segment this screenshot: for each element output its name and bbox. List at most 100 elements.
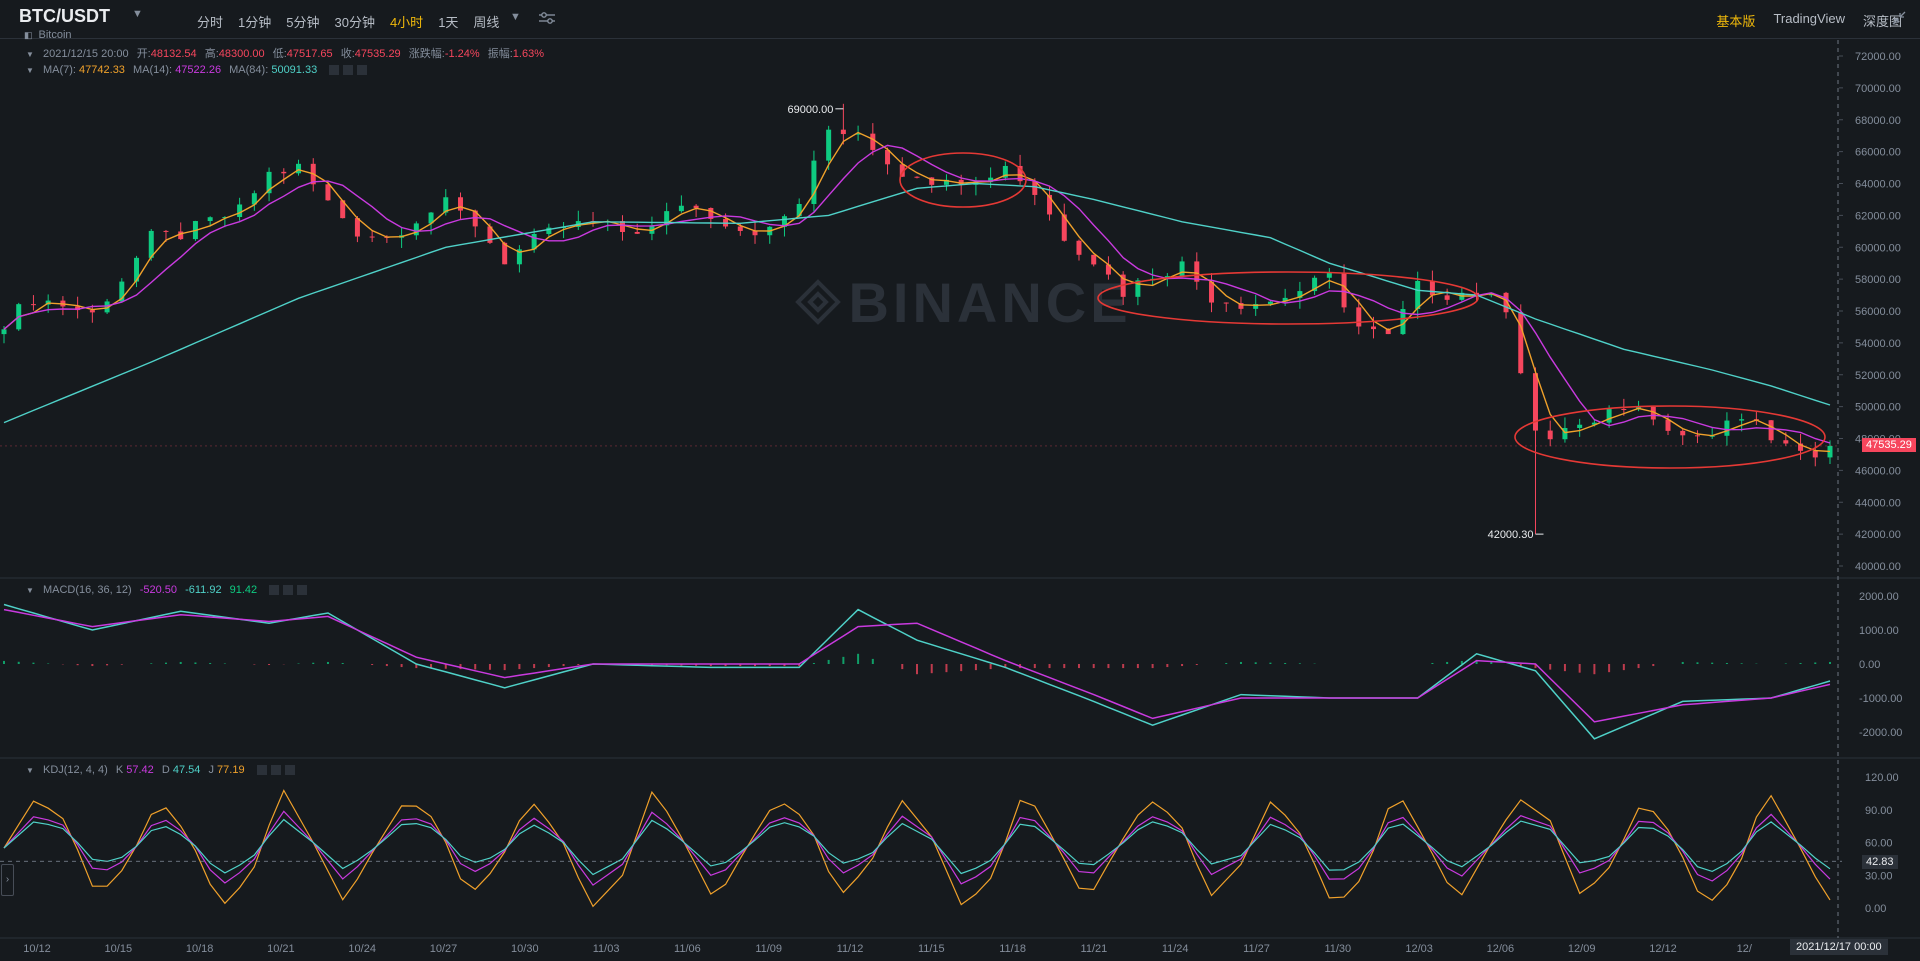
close-icon[interactable] <box>357 65 368 76</box>
kdj-tick-label: 120.00 <box>1865 772 1899 784</box>
macd-tick-label: 1000.00 <box>1859 625 1899 637</box>
candle-body <box>1105 264 1111 275</box>
price-tick-label: 58000.00 <box>1855 274 1901 286</box>
date-tick-label: 10/21 <box>267 943 295 955</box>
date-tick-label: 12/03 <box>1405 943 1433 955</box>
settings-sliders-icon[interactable] <box>538 11 556 30</box>
change-label: 涨跌幅: <box>408 48 445 60</box>
interval-tab-5[interactable]: 1天 <box>438 15 459 30</box>
date-tick-label: 11/30 <box>1324 943 1351 955</box>
collapse-icon[interactable] <box>1892 11 1906 30</box>
macd-dea-line <box>3 608 1831 723</box>
price-tick-label: 62000.00 <box>1855 210 1901 222</box>
interval-tab-4[interactable]: 4小时 <box>389 15 424 30</box>
d-value: 47.54 <box>172 764 201 776</box>
settings-icon[interactable] <box>270 765 281 776</box>
candle-body <box>251 193 257 205</box>
visibility-toggle-icon[interactable] <box>256 765 267 776</box>
collapse-triangle-icon[interactable]: ▼ <box>26 586 34 595</box>
close-icon[interactable] <box>297 585 308 596</box>
date-tick-label: 12/ <box>1737 943 1753 955</box>
ma14-value: 47522.26 <box>175 64 222 76</box>
candle-body <box>1577 424 1583 428</box>
collapse-triangle-icon[interactable]: ▼ <box>26 66 34 75</box>
view-tab-2[interactable]: 深度图 <box>1862 14 1902 29</box>
expand-panel-button[interactable]: › <box>1 864 14 896</box>
kdj-j-line <box>3 789 1831 908</box>
candle-body <box>443 197 449 213</box>
candle-body <box>148 230 154 258</box>
kdj-tick-label: 90.00 <box>1865 805 1893 817</box>
collapse-triangle-icon[interactable]: ▼ <box>26 50 34 59</box>
candle-body <box>561 226 567 228</box>
low-value: 47517.65 <box>286 48 333 60</box>
asset-legend: ◧ Bitcoin <box>24 29 72 41</box>
candle-body <box>1753 419 1759 421</box>
candle-body <box>1547 430 1553 440</box>
candle-body <box>1297 291 1303 298</box>
candle-body <box>811 160 817 204</box>
binance-logo-shape <box>795 279 841 325</box>
interval-tab-0[interactable]: 分时 <box>197 15 224 30</box>
caret-down-icon[interactable]: ▼ <box>132 8 143 20</box>
candle-body <box>1120 274 1126 297</box>
close-icon[interactable] <box>284 765 295 776</box>
candle-body <box>487 226 493 243</box>
dif-value: -611.92 <box>185 584 222 596</box>
candle-body <box>325 184 331 201</box>
candle-body <box>1812 450 1818 458</box>
candle-body <box>1135 280 1141 297</box>
change-value: -1.24% <box>444 48 480 60</box>
collapse-triangle-icon[interactable]: ▼ <box>26 766 34 775</box>
open-value: 48132.54 <box>150 48 197 60</box>
visibility-toggle-icon[interactable] <box>329 65 340 76</box>
settings-icon[interactable] <box>343 65 354 76</box>
candle-body <box>737 226 743 231</box>
view-tab-0[interactable]: 基本版 <box>1716 14 1756 29</box>
candle-body <box>192 221 198 240</box>
interval-more-caret-icon[interactable]: ▼ <box>510 11 521 23</box>
ma-legend: ▼ MA(7): 47742.33 MA(14): 47522.26 MA(84… <box>26 64 368 76</box>
kdj-legend: ▼ KDJ(12, 4, 4) K 57.42 D 47.54 J 77.19 <box>26 764 295 776</box>
candle-body <box>781 216 787 227</box>
candle-body <box>30 304 36 306</box>
candle-body <box>1194 261 1200 282</box>
asset-name: Bitcoin <box>38 29 72 41</box>
date-tick-label: 11/09 <box>755 943 782 955</box>
view-tab-1[interactable]: TradingView <box>1773 11 1845 26</box>
ma84-label: MA(84): <box>229 64 269 76</box>
candle-body <box>119 281 125 302</box>
annotation-ellipse <box>899 152 1027 208</box>
candle-body <box>988 177 994 183</box>
settings-icon[interactable] <box>283 585 294 596</box>
price-tick-label: 50000.00 <box>1855 402 1901 414</box>
low-marker-label: 42000.30 <box>1488 529 1534 541</box>
candle-body <box>708 208 714 219</box>
interval-tab-6[interactable]: 周线 <box>473 15 500 30</box>
macd-label: MACD(16, 36, 12) <box>42 584 132 596</box>
price-tick-label: 60000.00 <box>1855 242 1901 254</box>
candle-body <box>1783 440 1789 444</box>
symbol-title[interactable]: BTC/USDT <box>19 6 110 26</box>
ma84-line <box>3 182 1831 424</box>
high-value: 48300.00 <box>218 48 265 60</box>
j-value: 77.19 <box>217 764 245 776</box>
candle-body <box>1002 165 1008 178</box>
interval-tab-2[interactable]: 5分钟 <box>286 15 320 30</box>
candle-body <box>1179 261 1185 277</box>
current-price-tag: 47535.29 <box>1862 438 1916 452</box>
kdj-label: KDJ(12, 4, 4) <box>42 764 108 776</box>
interval-tab-3[interactable]: 30分钟 <box>334 15 375 30</box>
candle-body <box>1253 304 1259 309</box>
candle-body <box>413 223 419 236</box>
candle-body <box>1047 194 1053 215</box>
watermark-text: BINANCE <box>848 271 1131 334</box>
interval-tab-1[interactable]: 1分钟 <box>238 15 272 30</box>
candle-body <box>723 218 729 227</box>
candle-body <box>1017 165 1023 182</box>
visibility-toggle-icon[interactable] <box>269 585 280 596</box>
candle-body <box>1209 281 1215 303</box>
ma14-line <box>3 144 1831 444</box>
candle-body <box>1415 280 1421 309</box>
